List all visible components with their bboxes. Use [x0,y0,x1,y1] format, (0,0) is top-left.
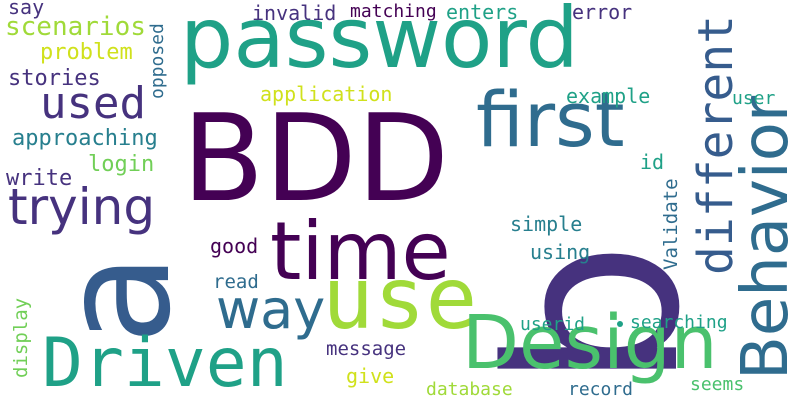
dot-mark [617,321,623,327]
word-searching: searching [630,312,728,333]
word-login: login [88,152,155,177]
word-userid: userid [520,314,586,335]
word-bdd: BDD [182,90,450,229]
word-driven: Driven [42,324,288,400]
word-design: Design [462,300,718,386]
word-approaching: approaching [12,126,158,151]
word-time: time [270,205,451,298]
word-validate: Validate [660,178,682,270]
word-first: first [476,75,625,164]
word-used: used [40,78,146,129]
word-different: different [688,14,744,275]
word-scenarios: scenarios [5,12,146,42]
word-enters: enters [446,0,519,24]
word-give: give [346,364,395,388]
word-database: database [426,379,513,400]
word-say: say [8,0,45,19]
word-write: write [6,166,73,191]
word-opposed: opposed [147,23,168,99]
word-read: read [213,271,259,293]
word-id: id [640,150,665,174]
word-problem: problem [40,40,133,65]
word-application: application [260,82,393,106]
word-user: user [732,88,776,109]
word-example: example [566,84,651,108]
word-matching: matching [350,1,437,22]
word-way: way [216,278,326,341]
word-password: password [180,0,579,87]
word-message: message [326,338,407,360]
word-use: use [322,249,478,349]
word-seems: seems [690,374,745,395]
word-display: display [10,297,32,378]
word-good: good [210,234,259,258]
word-simple: simple [510,212,583,236]
word-error: error [572,0,633,24]
word-stories: stories [8,66,101,91]
word-record: record [568,379,634,400]
word-using: using [530,240,591,264]
word-trying: trying [8,178,156,236]
word-invalid: invalid [252,1,337,25]
